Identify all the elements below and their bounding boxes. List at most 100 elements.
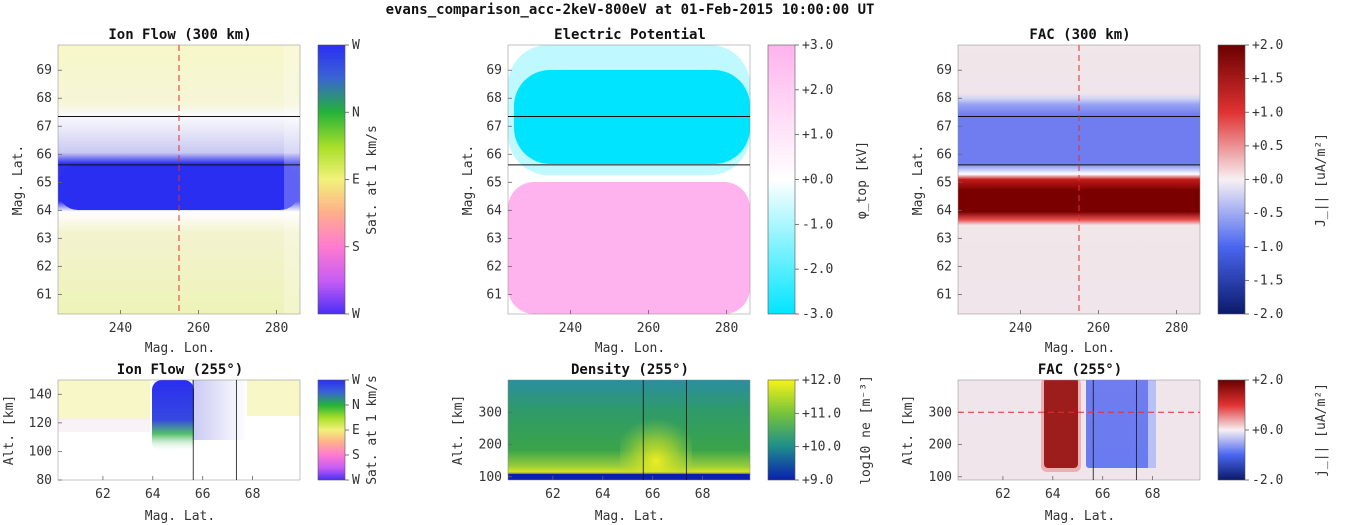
fac-downward-fade: [1148, 380, 1156, 468]
colorbar-ticks: -3.0 -2.0 -1.0 +0.0 +1.0 +2.0 +3.0: [795, 38, 833, 322]
y-tick-label: 66: [486, 147, 502, 162]
x-tick-label: 68: [695, 487, 711, 502]
panel-fac-300km: FAC (300 km) 240 260 280 61 62 63 64 65 66 67 68 69…: [911, 27, 1329, 356]
y-axis-label: Mag. Lat.: [461, 145, 476, 215]
y-axis-label: Mag. Lat.: [11, 145, 26, 215]
density-bottom-layer: [508, 474, 750, 480]
colorbar-tick-label: +0.0: [1252, 173, 1283, 188]
colorbar-tick-label: +10.0: [802, 440, 841, 455]
flow-west-jet: [152, 380, 194, 452]
colorbar-tick-label: E: [352, 173, 360, 188]
y-tick-label: 67: [36, 119, 52, 134]
x-tick-label: 66: [645, 487, 661, 502]
panel-title: FAC (300 km): [1029, 27, 1130, 43]
x-tick-label: 260: [637, 321, 660, 336]
colorbar-tick-label: +11.0: [802, 406, 841, 421]
colorbar-ticks: +9.0 +10.0 +11.0 +12.0: [795, 373, 841, 488]
colorbar-label: Sat. at 1 km/s: [365, 375, 380, 485]
y-tick-label: 300: [929, 405, 952, 420]
y-tick-label: 69: [486, 63, 502, 78]
x-tick-label: 68: [1145, 487, 1161, 502]
y-tick-label: 140: [29, 387, 52, 402]
colorbar-ticks: -2.0 +0.0 +2.0: [1245, 373, 1283, 488]
fac-upward-column: [1044, 380, 1078, 468]
x-tick-label: 62: [545, 487, 561, 502]
y-axis-label: Alt. [km]: [901, 395, 916, 465]
colorbar-tick-label: N: [352, 398, 360, 413]
colorbar-label: j_|| [uA/m²]: [1314, 383, 1329, 477]
y-tick-label: 62: [36, 259, 52, 274]
colorbar-label: Sat. at 1 km/s: [365, 125, 380, 235]
colorbar-tick-label: W: [352, 38, 360, 53]
axis-ticks: 240 260 280 61 62 63 64 65 66 67 68 69: [486, 63, 750, 336]
colorbar-tick-label: -1.0: [802, 217, 833, 232]
y-tick-label: 80: [36, 473, 52, 488]
colorbar-tick-label: N: [352, 105, 360, 120]
x-tick-label: 62: [995, 487, 1011, 502]
colorbar: [317, 44, 346, 315]
flow-weak-east-left: [58, 380, 150, 420]
colorbar-tick-label: +2.0: [1252, 38, 1283, 53]
fac-downward-column: [1086, 380, 1150, 468]
colorbar-tick-label: +2.0: [802, 83, 833, 98]
flow-fade-left: [58, 418, 150, 432]
x-tick-label: 64: [1045, 487, 1061, 502]
panel-fac-255: FAC (255°) 62 64 66 68 100 200 300 Mag. Lat. A…: [901, 362, 1329, 524]
x-tick-label: 280: [715, 321, 738, 336]
y-tick-label: 65: [486, 175, 502, 190]
y-tick-label: 63: [486, 231, 502, 246]
colorbar: [767, 379, 796, 481]
x-tick-label: 240: [1009, 321, 1032, 336]
density-enhancement: [620, 400, 692, 472]
y-axis-label: Alt. [km]: [451, 395, 466, 465]
y-tick-label: 65: [36, 175, 52, 190]
x-axis-label: Mag. Lat.: [595, 509, 665, 524]
colorbar-tick-label: +3.0: [802, 38, 833, 53]
colorbar-tick-label: +12.0: [802, 373, 841, 388]
figure-title: evans_comparison_acc-2keV-800eV at 01-Fe…: [386, 2, 875, 18]
colorbar-tick-label: +0.0: [802, 173, 833, 188]
x-axis-label: Mag. Lon.: [145, 341, 215, 356]
y-tick-label: 66: [36, 147, 52, 162]
y-tick-label: 200: [929, 438, 952, 453]
y-tick-label: 64: [36, 203, 52, 218]
axis-ticks: 240 260 280 61 62 63 64 65 66 67 68 69: [936, 45, 1200, 336]
potential-positive-cell: [508, 182, 750, 314]
colorbar-tick-label: -0.5: [1252, 206, 1283, 221]
y-tick-label: 67: [936, 119, 952, 134]
colorbar-label: log10 ne [m⁻³]: [859, 375, 874, 485]
y-tick-label: 100: [479, 470, 502, 485]
x-axis-label: Mag. Lon.: [1045, 341, 1115, 356]
colorbar-ticks: W S E N W: [345, 38, 360, 322]
colorbar-tick-label: +1.0: [1252, 105, 1283, 120]
colorbar-tick-label: E: [352, 423, 360, 438]
panel-density-255: Density (255°) 62 64 66 68 100 200 300 Mag. La…: [451, 362, 874, 524]
colorbar-tick-label: -1.0: [1252, 240, 1283, 255]
y-axis-label: Mag. Lat.: [911, 145, 926, 215]
y-tick-label: 66: [936, 147, 952, 162]
x-tick-label: 240: [109, 321, 132, 336]
y-tick-label: 62: [486, 259, 502, 274]
colorbar-tick-label: W: [352, 307, 360, 322]
colorbar-label: J_|| [uA/m²]: [1314, 133, 1329, 227]
axis-ticks: 62 64 66 68 80 100 120 140: [29, 380, 261, 502]
panel-title: FAC (255°): [1038, 362, 1122, 378]
y-tick-label: 62: [936, 259, 952, 274]
potential-negative-halo: [508, 45, 750, 175]
x-axis-label: Mag. Lat.: [1045, 509, 1115, 524]
x-axis-label: Mag. Lon.: [595, 341, 665, 356]
panel-electric-potential: Electric Potential 240 260 280 61 62 63 64 65 66…: [461, 27, 870, 356]
panel-ion-flow-255: Ion Flow (255°) 62 64 66 68 80 100 120 140 Mag.…: [2, 362, 380, 524]
y-tick-label: 68: [936, 91, 952, 106]
axis-ticks: 62 64 66 68 100 200 300: [479, 380, 711, 502]
x-tick-label: 68: [245, 487, 261, 502]
colorbar-tick-label: +9.0: [802, 473, 833, 488]
x-tick-label: 280: [265, 321, 288, 336]
x-tick-label: 66: [1095, 487, 1111, 502]
x-axis-label: Mag. Lat.: [145, 509, 215, 524]
y-tick-label: 68: [486, 91, 502, 106]
flow-fade-right: [192, 380, 247, 440]
panel-title: Electric Potential: [554, 27, 706, 43]
colorbar-tick-label: -2.0: [1252, 307, 1283, 322]
plot-frame: [507, 379, 751, 481]
